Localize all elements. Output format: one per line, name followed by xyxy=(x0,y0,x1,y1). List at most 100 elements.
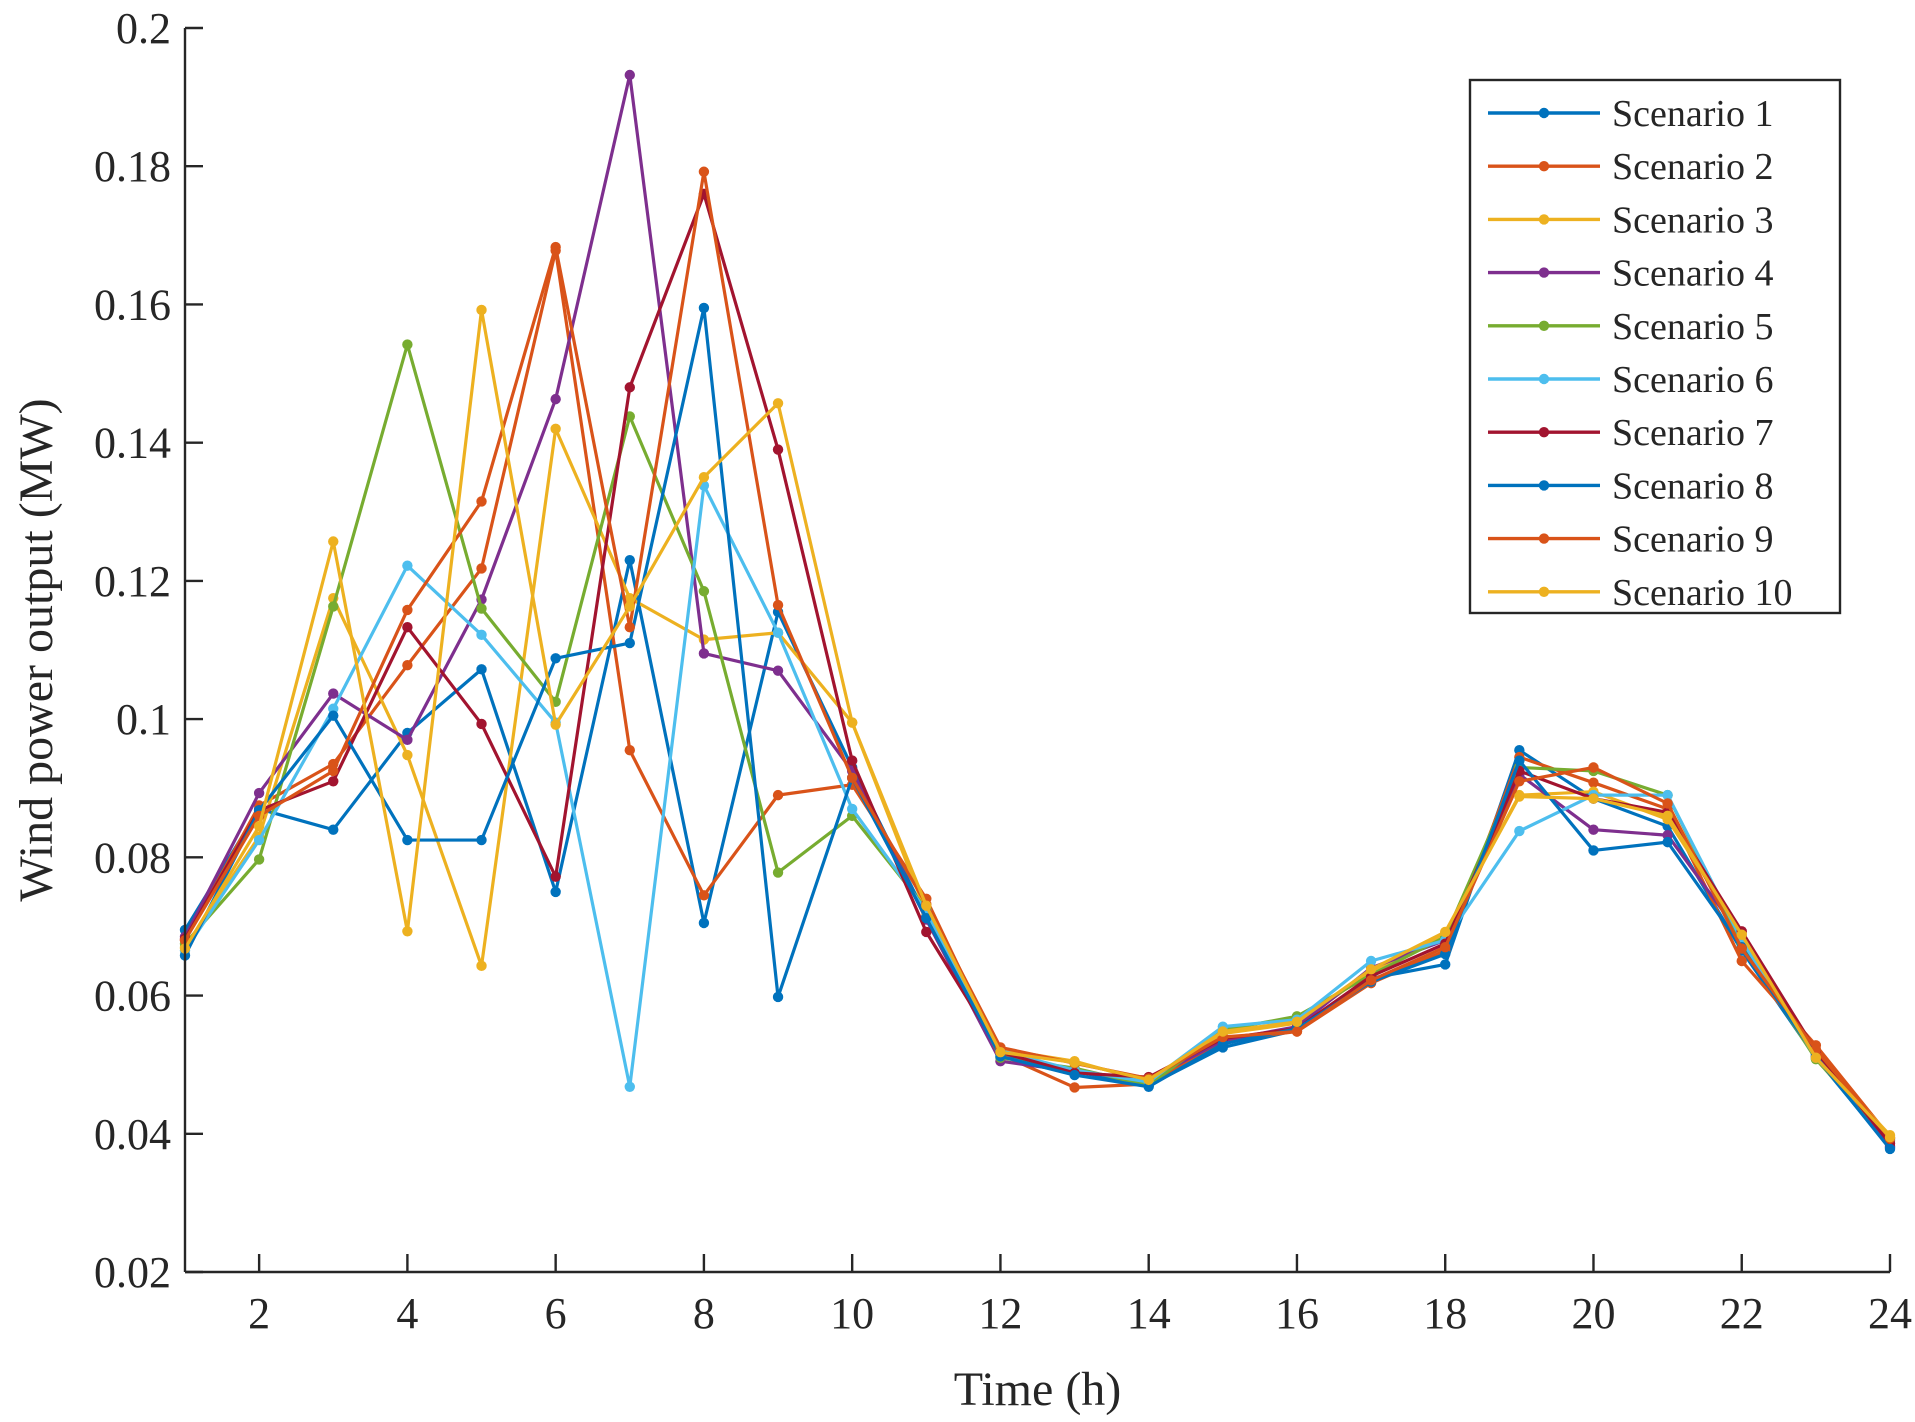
data-point xyxy=(1365,964,1377,975)
x-tick-label: 2 xyxy=(248,1289,270,1338)
data-point xyxy=(698,586,710,597)
data-point xyxy=(624,382,635,393)
legend-swatch-marker xyxy=(1538,533,1550,544)
data-point xyxy=(1588,793,1599,804)
series-line xyxy=(183,248,1892,1139)
legend-swatch-marker xyxy=(1538,214,1550,225)
data-point xyxy=(1588,824,1599,835)
data-point xyxy=(1143,1074,1154,1086)
legend-swatch-marker xyxy=(1538,480,1550,491)
data-point xyxy=(624,621,635,633)
data-point xyxy=(550,393,561,405)
x-tick-label: 18 xyxy=(1423,1289,1467,1338)
data-point xyxy=(772,398,784,409)
legend-item: Scenario 3 xyxy=(1488,199,1773,241)
data-point xyxy=(698,890,710,901)
x-tick-label: 8 xyxy=(693,1289,715,1338)
x-tick-label: 16 xyxy=(1275,1289,1319,1338)
legend-label: Scenario 9 xyxy=(1612,519,1773,561)
legend-box xyxy=(1468,78,1842,615)
data-point xyxy=(624,601,635,612)
data-point xyxy=(1291,1026,1303,1037)
legend-label: Scenario 10 xyxy=(1612,572,1792,614)
data-point xyxy=(550,871,561,882)
legend-swatch-marker xyxy=(1538,107,1550,119)
y-tick-label: 0.14 xyxy=(94,419,171,468)
data-point xyxy=(328,710,339,721)
x-axis-title: Time (h) xyxy=(954,1363,1122,1416)
data-point xyxy=(921,900,932,911)
legend-label: Scenario 6 xyxy=(1612,359,1773,401)
y-tick-label: 0.12 xyxy=(94,557,171,606)
data-point xyxy=(550,241,561,253)
legend-item: Scenario 9 xyxy=(1488,519,1773,561)
series-layer xyxy=(179,69,1896,1155)
legend-label: Scenario 8 xyxy=(1612,465,1773,507)
data-point xyxy=(253,854,265,865)
data-point xyxy=(1662,798,1673,809)
data-point xyxy=(550,719,561,730)
legend: Scenario 1 Scenario 2 Scenario 3 Scenario 4… xyxy=(1468,78,1842,615)
data-point xyxy=(1588,762,1599,773)
data-point xyxy=(1736,929,1747,940)
data-point xyxy=(402,621,413,633)
data-point xyxy=(476,718,487,730)
data-point xyxy=(624,637,635,649)
data-point xyxy=(1365,975,1377,986)
data-point xyxy=(1884,1143,1896,1155)
legend-swatch-marker xyxy=(1538,161,1550,172)
data-point xyxy=(550,886,561,898)
data-point xyxy=(1514,755,1525,766)
data-point xyxy=(1736,943,1747,954)
data-point xyxy=(476,629,487,640)
data-point xyxy=(624,745,635,756)
legend-label: Scenario 5 xyxy=(1612,306,1773,348)
data-point xyxy=(328,776,339,787)
data-point xyxy=(698,302,710,314)
data-point xyxy=(1884,1132,1896,1143)
data-point xyxy=(846,803,858,815)
data-point xyxy=(1736,955,1747,967)
data-point xyxy=(921,926,932,938)
data-point xyxy=(1588,845,1599,856)
y-tick-label: 0.16 xyxy=(94,280,171,329)
data-point xyxy=(698,472,710,483)
data-point xyxy=(476,960,487,972)
legend-label: Scenario 7 xyxy=(1612,412,1773,454)
legend-label: Scenario 2 xyxy=(1612,146,1773,188)
legend-label: Scenario 1 xyxy=(1612,93,1773,135)
data-point xyxy=(772,444,784,455)
y-tick-label: 0.18 xyxy=(94,142,171,191)
series-line xyxy=(183,308,1892,1139)
data-point xyxy=(772,665,784,676)
legend-label: Scenario 4 xyxy=(1612,253,1773,295)
x-tick-label: 14 xyxy=(1127,1289,1171,1338)
y-tick-label: 0.06 xyxy=(94,972,171,1021)
data-point xyxy=(402,749,413,761)
data-point xyxy=(550,423,561,435)
y-tick-label: 0.02 xyxy=(94,1248,171,1297)
series-scenario-10 xyxy=(179,304,1896,1143)
data-point xyxy=(328,765,339,777)
data-point xyxy=(253,787,265,799)
series-line xyxy=(183,306,1892,1150)
legend-item: Scenario 5 xyxy=(1488,306,1773,348)
data-point xyxy=(995,1047,1006,1058)
legend-item: Scenario 7 xyxy=(1488,412,1773,454)
data-point xyxy=(1069,1069,1080,1081)
legend-swatch-marker xyxy=(1538,373,1550,385)
legend-item: Scenario 2 xyxy=(1488,146,1773,188)
data-point xyxy=(328,824,339,835)
y-tick-label: 0.1 xyxy=(116,695,171,744)
x-tick-label: 20 xyxy=(1571,1289,1615,1338)
data-point xyxy=(1514,825,1525,837)
y-tick-label: 0.2 xyxy=(116,4,171,53)
data-point xyxy=(476,834,487,846)
x-axis-ticks: 2 4 6 8 10 12 14 16 18 20 22 24 xyxy=(248,1254,1912,1338)
data-point xyxy=(328,688,339,699)
data-point xyxy=(698,166,710,177)
data-point xyxy=(1217,1026,1229,1037)
data-point xyxy=(846,755,858,766)
series-line xyxy=(183,170,1892,1140)
data-point xyxy=(1662,810,1673,822)
